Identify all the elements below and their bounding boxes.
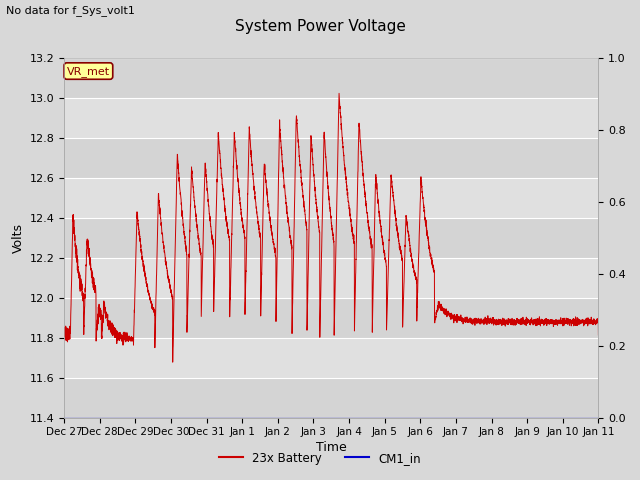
- Bar: [64, 298, 598, 337]
- Bar: [64, 337, 598, 378]
- Bar: [64, 138, 598, 178]
- Bar: [64, 97, 598, 138]
- Bar: [64, 178, 598, 217]
- Text: System Power Voltage: System Power Voltage: [235, 19, 405, 34]
- Text: No data for f_Sys_volt1: No data for f_Sys_volt1: [6, 5, 135, 16]
- Bar: [64, 58, 598, 97]
- Bar: [64, 217, 598, 258]
- Y-axis label: Volts: Volts: [12, 223, 25, 252]
- Bar: [64, 258, 598, 298]
- Bar: [64, 378, 598, 418]
- Text: VR_met: VR_met: [67, 66, 110, 76]
- X-axis label: Time: Time: [316, 442, 347, 455]
- Legend: 23x Battery, CM1_in: 23x Battery, CM1_in: [214, 447, 426, 469]
